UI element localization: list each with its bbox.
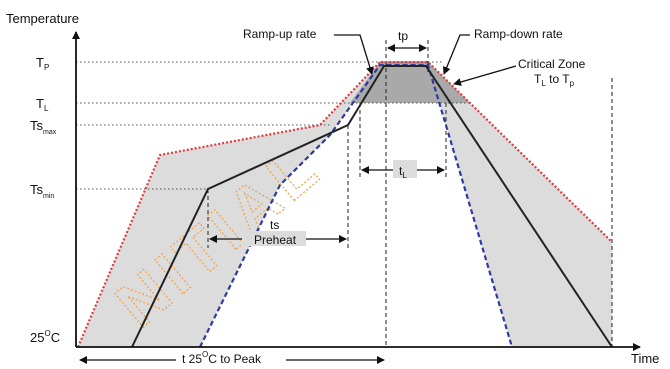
ramp-down-label: Ramp-down rate [474,27,563,41]
t25-to-peak-label: t 25OC to Peak [182,350,262,366]
min-profile-line [199,63,514,348]
level-guides [76,61,470,190]
nominal-profile-line [131,65,613,348]
tp-level-label: TP [36,55,49,72]
ramp-up-leader [334,34,374,75]
preheat-label: Preheat [254,233,297,247]
critical-zone-leader [453,65,517,86]
tp-width-label: tp [398,29,408,43]
x-axis-title: Time [631,351,659,366]
t25-level-label: 25OC [30,329,60,345]
process-window-area [78,62,612,347]
ramp-down-leader [442,34,470,75]
y-axis-title: Temperature [6,11,79,26]
tl-label-bg [393,160,417,178]
t25-to-peak-label-bg [176,350,286,366]
critical-zone-range: TL to Tp [534,72,575,88]
ramp-up-label: Ramp-up rate [243,27,317,41]
tl-label: tL [399,164,407,180]
ts-label: ts [270,218,279,232]
tsmax-level-label: Tsmax [30,118,57,136]
time-markers [207,40,613,347]
max-profile-line [76,60,613,348]
preheat-label-bg [242,231,306,246]
tl-level-label: TL [36,96,49,113]
critical-zone-title: Critical Zone [518,57,586,71]
tsmin-level-label: Tsmin [30,182,54,200]
